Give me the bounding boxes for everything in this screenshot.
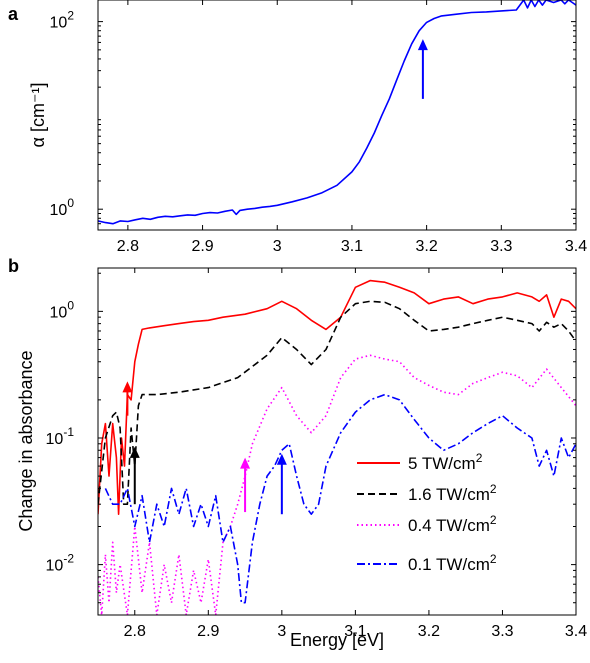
panel-b-x-tick-label: 3.1 (344, 623, 366, 640)
panel-a-ticks: 2.8 2.9 3 3.1 3.2 3.3 3.4 100 102 (50, 0, 587, 255)
legend-entry-2: 0.4 TW/cm2 (357, 513, 497, 535)
panel-b-arrow-2 (240, 457, 251, 513)
panel-a-x-tick-label: 3.1 (341, 238, 363, 255)
panel-a-series-group (98, 0, 576, 225)
panel-a: 2.8 2.9 3 3.1 3.2 3.3 3.4 100 102 α [cm⁻¹] (28, 0, 587, 255)
panel-b-arrow-1 (129, 446, 140, 505)
panel-a-x-tick-label: 3.4 (565, 238, 587, 255)
panel-b-y-tick-label: 100 (50, 298, 75, 321)
panel-b-series-group (98, 279, 576, 615)
panel-b-x-tick-label: 3.3 (491, 623, 513, 640)
panel-b-x-tick-label: 3.2 (418, 623, 440, 640)
panel-a-x-tick-label: 3.2 (416, 238, 438, 255)
panel-b-x-axis-label: Energy [eV] (290, 630, 384, 650)
panel-b-frame (97, 267, 577, 616)
legend-label-0: 5 TW/cm2 (408, 451, 483, 473)
panel-a-annotations (417, 39, 428, 99)
panel-b-series-line-3 (104, 393, 576, 604)
panel-a-arrow-0 (417, 39, 428, 99)
panel-label-a: a (8, 4, 19, 24)
panel-a-x-tick-label: 2.9 (191, 238, 213, 255)
panel-b-y-axis-label: Change in absorbance (16, 350, 36, 531)
panel-b-y-tick-label: 10-2 (46, 552, 75, 575)
panel-b-x-tick-label: 3.4 (565, 623, 587, 640)
panel-b-x-tick-label: 3 (277, 623, 286, 640)
legend-label-2: 0.4 TW/cm2 (408, 513, 497, 535)
panel-a-y-tick-label: 100 (50, 196, 75, 219)
panel-label-b: b (8, 256, 19, 276)
panel-b: 2.8 2.9 3 3.1 3.2 3.3 3.4 10-2 10-1 100 Change in… (16, 267, 587, 650)
panel-a-x-tick-label: 3 (273, 238, 282, 255)
legend-entry-3: 0.1 TW/cm2 (357, 552, 497, 574)
panel-b-annotations (122, 381, 287, 515)
panel-b-x-tick-label: 2.9 (197, 623, 219, 640)
panel-b-series-line-2 (98, 354, 576, 615)
panel-a-y-axis-label: α [cm⁻¹] (28, 83, 48, 148)
panel-b-ticks: 2.8 2.9 3 3.1 3.2 3.3 3.4 10-2 10-1 100 (46, 268, 587, 640)
panel-b-y-tick-label: 10-1 (46, 425, 75, 448)
panel-a-y-tick-label: 102 (50, 9, 75, 32)
panel-a-x-tick-label: 2.8 (117, 238, 139, 255)
panel-b-series-line-0 (98, 279, 576, 516)
legend-label-1: 1.6 TW/cm2 (408, 482, 497, 504)
panel-a-frame (97, 0, 577, 231)
panel-b-arrow-0 (122, 381, 133, 416)
panel-b-series-line-1 (98, 300, 576, 506)
panel-a-series-line-0 (98, 0, 576, 225)
legend-label-3: 0.1 TW/cm2 (408, 552, 497, 574)
panel-b-arrow-3 (276, 453, 287, 515)
legend-entry-0: 5 TW/cm2 (357, 451, 483, 473)
legend: 5 TW/cm2 1.6 TW/cm2 0.4 TW/cm2 0.1 TW/cm… (357, 451, 497, 574)
panel-a-x-tick-label: 3.3 (490, 238, 512, 255)
panel-b-x-tick-label: 2.8 (124, 623, 146, 640)
legend-entry-1: 1.6 TW/cm2 (357, 482, 497, 504)
